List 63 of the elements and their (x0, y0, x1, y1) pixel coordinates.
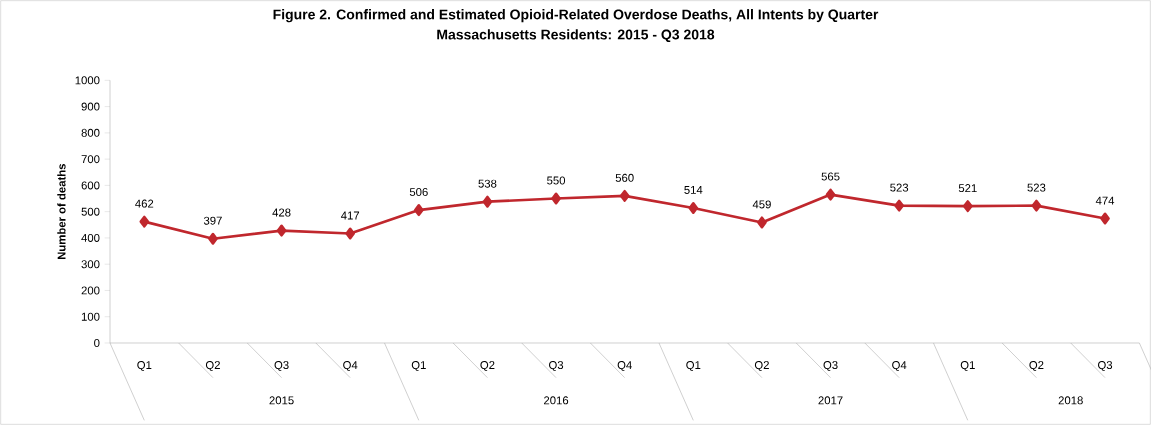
point (757, 216, 767, 229)
point (208, 232, 218, 245)
x-tick-label: Q1 (411, 361, 426, 372)
x-tick-label: Q2 (1029, 361, 1044, 372)
y-tick-label: 900 (81, 102, 100, 111)
point (276, 224, 287, 237)
x-tick-label: Q3 (274, 361, 289, 372)
y-tick-label: 1000 (75, 76, 100, 85)
y-tick-label: 600 (81, 181, 100, 190)
x-tick-label: Q4 (343, 361, 358, 372)
y-tick-label: 800 (81, 128, 100, 137)
x-tick-label: Q4 (892, 361, 907, 372)
data-label: 565 (821, 172, 840, 181)
text: 2015 (269, 396, 294, 405)
x-tick-label: Q4 (617, 361, 632, 372)
data-label: 459 (752, 200, 771, 209)
point (962, 200, 973, 213)
data-label: 550 (547, 176, 566, 185)
y-tick-label: 200 (81, 286, 100, 295)
y-tick-label: 700 (81, 155, 100, 164)
data-label: 474 (1095, 196, 1115, 205)
point (894, 199, 905, 212)
text: 2016 (544, 396, 569, 405)
data-label: 462 (135, 199, 154, 208)
chart-subtitle: Massachusetts Residents: 2015 - Q3 2018 (437, 29, 715, 43)
y-tick-label: 500 (81, 207, 100, 216)
x-tick-label: Q2 (480, 361, 495, 372)
data-label: 523 (1027, 183, 1046, 192)
x-tick-label: Q2 (205, 361, 220, 372)
y-tick-label: 0 (94, 339, 100, 348)
x-tick-label: Q1 (137, 361, 152, 372)
chart-title: Figure 2. Confirmed and Estimated Opioid-Related Overdose Deaths, All Intents by Quarter (273, 9, 879, 23)
data-label: 397 (203, 216, 222, 225)
x-tick-label: Q2 (754, 361, 769, 372)
point (413, 204, 424, 217)
point (825, 188, 836, 201)
text: 2018 (1058, 396, 1083, 405)
y-tick-label: 300 (81, 260, 100, 269)
y-tick-label: 400 (81, 233, 100, 242)
y-axis-title: Number of deaths (57, 163, 66, 260)
point (139, 215, 150, 228)
data-label: 506 (409, 188, 428, 197)
x-tick-label: Q1 (686, 361, 701, 372)
data-label: 521 (958, 184, 977, 193)
point (619, 189, 630, 202)
data-label: 417 (340, 211, 360, 220)
point (345, 227, 356, 240)
point (1100, 212, 1110, 225)
x-tick-label: Q1 (960, 361, 975, 372)
data-label: 428 (272, 208, 291, 217)
data-label: 538 (478, 179, 497, 188)
point (482, 195, 493, 208)
x-tick-label: Q3 (1098, 361, 1113, 372)
point (551, 192, 561, 205)
y-tick-label: 100 (81, 312, 100, 321)
text: 2017 (818, 396, 843, 405)
point (688, 201, 699, 214)
data-label: 514 (684, 186, 703, 194)
x-tick-label: Q3 (823, 361, 838, 372)
data-label: 560 (615, 173, 634, 182)
x-tick-label: Q3 (549, 361, 564, 372)
data-label: 523 (890, 183, 909, 192)
point (1031, 199, 1042, 212)
